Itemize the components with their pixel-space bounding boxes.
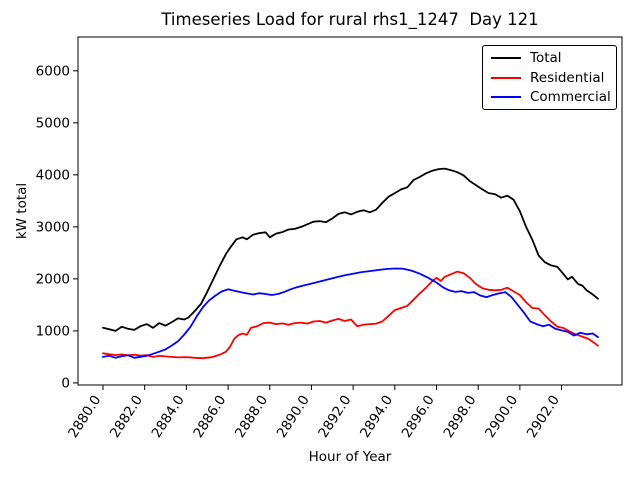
series-line-total — [102, 167, 599, 332]
legend-line-sample — [491, 76, 521, 79]
x-tick-label: 2890.0 — [274, 392, 313, 440]
legend-label: Total — [530, 49, 562, 66]
y-tick-label: 4000 — [36, 167, 70, 183]
x-tick-label: 2884.0 — [149, 392, 188, 440]
y-tick-label: 5000 — [36, 115, 70, 131]
legend-label: Commercial — [530, 89, 611, 106]
x-tick-label: 2886.0 — [190, 392, 229, 440]
x-axis-label: Hour of Year — [308, 449, 392, 465]
legend-item-total: Total — [491, 48, 608, 68]
legend-item-commercial: Commercial — [491, 87, 611, 107]
legend-label: Residential — [530, 69, 605, 86]
chart-title: Timeseries Load for rural rhs1_1247 Day … — [161, 10, 539, 29]
y-axis-label: kW total — [14, 182, 30, 240]
x-tick-label: 2896.0 — [399, 392, 438, 440]
series-line-commercial — [102, 267, 599, 359]
x-tick-label: 2888.0 — [232, 392, 271, 440]
y-tick-label: 1000 — [36, 323, 70, 339]
x-tick-label: 2898.0 — [440, 392, 479, 440]
legend: Total Residential Commercial — [482, 45, 617, 110]
legend-line-sample — [491, 56, 521, 59]
series-line-residential — [102, 270, 599, 360]
y-tick-label: 0 — [61, 375, 70, 391]
legend-line-sample — [491, 96, 521, 99]
y-tick-label: 3000 — [36, 219, 70, 235]
x-tick-label: 2892.0 — [315, 392, 354, 440]
y-tick-label: 6000 — [36, 63, 70, 79]
x-tick-label: 2900.0 — [482, 392, 521, 440]
x-tick-label: 2882.0 — [107, 392, 146, 440]
legend-item-residential: Residential — [491, 68, 608, 88]
plot-frame — [77, 36, 623, 386]
x-tick-label: 2902.0 — [524, 392, 563, 440]
x-tick-label: 2894.0 — [357, 392, 396, 440]
y-tick-label: 2000 — [36, 271, 70, 287]
x-tick-label: 2880.0 — [65, 392, 104, 440]
